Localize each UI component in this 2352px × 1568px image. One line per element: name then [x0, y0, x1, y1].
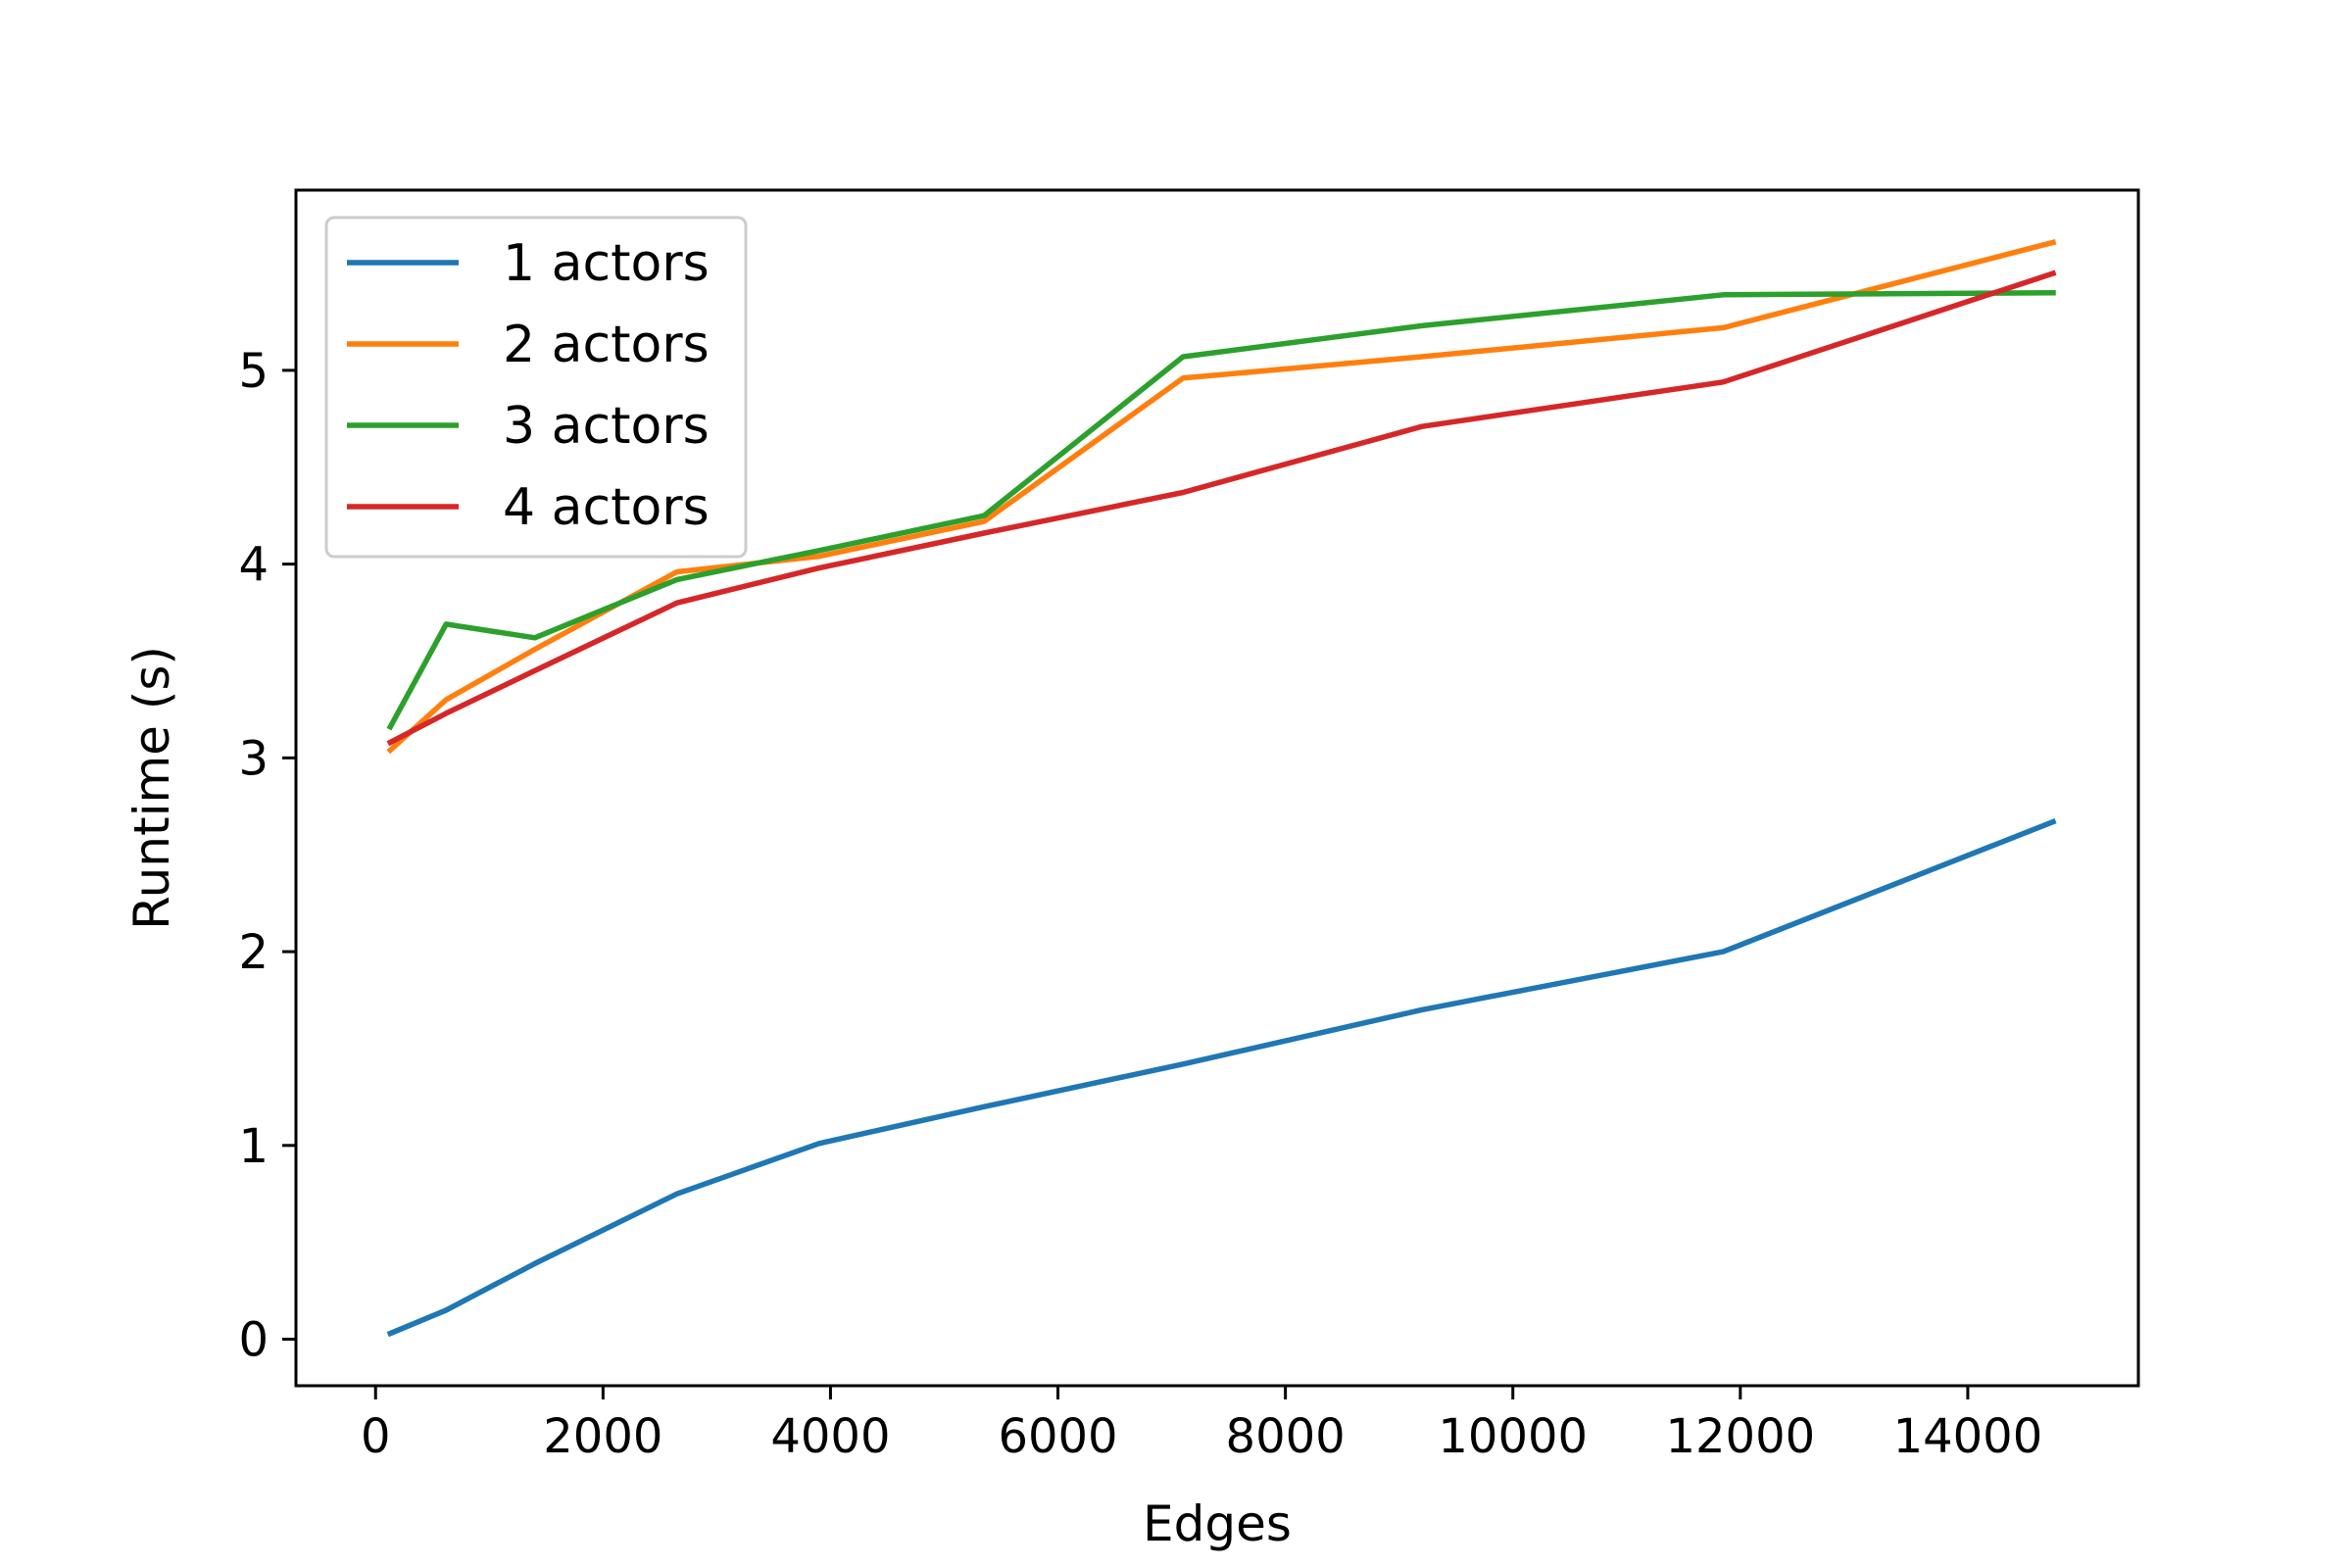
series-line-3-actors: [386, 290, 2056, 731]
x-axis-ticks: 0 2000 4000 6000 8000 10000 12000 14000: [361, 1386, 2042, 1464]
x-tick-label: 8000: [1226, 1409, 1346, 1464]
series-line-2-actors: [386, 239, 2057, 755]
x-tick-label: 6000: [998, 1409, 1117, 1464]
x-tick-label: 4000: [770, 1409, 890, 1464]
legend-label: 2 actors: [503, 316, 710, 374]
y-axis-label: Runtime (s): [123, 646, 180, 930]
x-tick-label: 12000: [1665, 1409, 1815, 1464]
y-axis-ticks: 0 1 2 3 4 5: [238, 344, 296, 1368]
legend-label: 4 actors: [503, 478, 710, 537]
x-tick-label: 0: [361, 1409, 391, 1464]
x-tick-label: 2000: [543, 1409, 662, 1464]
y-tick-label: 1: [238, 1119, 269, 1174]
y-tick-label: 2: [238, 925, 269, 980]
series-layer: [386, 239, 2057, 1338]
legend-box: [324, 216, 748, 559]
legend-label: 1 actors: [503, 234, 710, 293]
plot-area-frame: [294, 188, 2140, 1388]
legend-label: 3 actors: [503, 397, 710, 456]
y-tick-label: 3: [238, 731, 269, 786]
x-tick-label: 14000: [1893, 1409, 2043, 1464]
x-tick-label: 10000: [1438, 1409, 1588, 1464]
x-axis-label: Edges: [1143, 1495, 1292, 1552]
y-tick-label: 5: [238, 344, 269, 399]
y-tick-label: 0: [238, 1313, 269, 1368]
series-line-1-actors: [386, 818, 2057, 1338]
y-tick-label: 4: [238, 538, 269, 593]
series-line-4-actors: [386, 270, 2057, 747]
legend: 1 actors 2 actors 3 actors 4 actors: [324, 216, 748, 559]
